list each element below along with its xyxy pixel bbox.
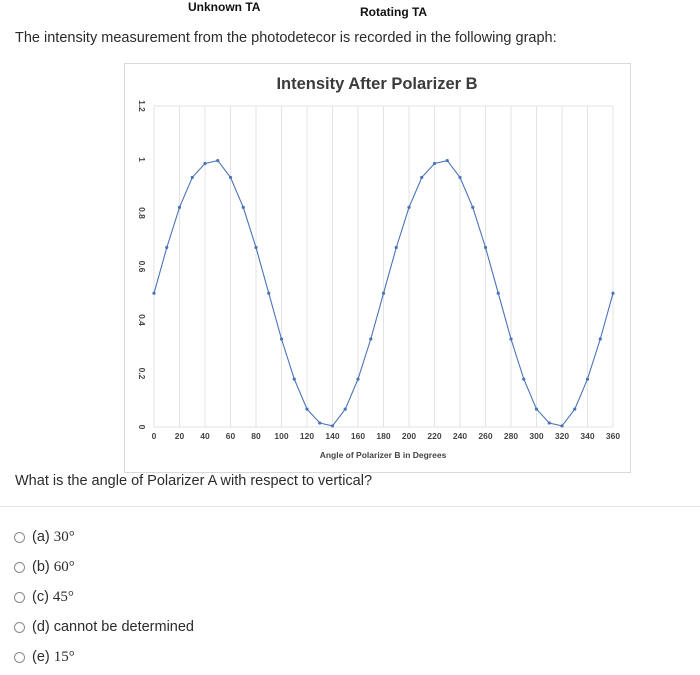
data-point	[279, 337, 284, 341]
y-tick-label: 0	[137, 425, 147, 430]
option-b[interactable]: (b) 60°	[14, 557, 75, 577]
option-letter: (b)	[32, 559, 50, 575]
data-point	[292, 377, 296, 381]
data-point	[522, 377, 526, 381]
x-tick-label: 120	[300, 431, 314, 441]
option-d[interactable]: (d) cannot be determined	[14, 617, 194, 637]
x-tick-label: 200	[402, 431, 416, 441]
y-tick-label: 0.4	[137, 314, 147, 326]
data-point	[318, 421, 322, 425]
data-point	[216, 158, 220, 163]
x-tick-label: 160	[351, 431, 365, 441]
x-tick-label: 340	[580, 431, 594, 441]
series-layer	[152, 158, 615, 428]
x-tick-label: 220	[427, 431, 441, 441]
radio-icon[interactable]	[14, 651, 25, 663]
data-point	[165, 245, 169, 250]
y-tick-label: 1	[137, 157, 147, 162]
data-point	[241, 205, 245, 209]
data-point	[483, 245, 488, 250]
data-point	[445, 158, 449, 163]
data-point	[496, 291, 500, 295]
data-point	[407, 205, 411, 209]
data-point	[381, 291, 386, 295]
data-point	[573, 407, 577, 411]
data-point	[356, 377, 360, 381]
option-value: 30°	[53, 528, 75, 545]
unknown-ta-label: Unknown TA	[188, 0, 261, 14]
x-axis-label: Angle of Polarizer B in Degrees	[320, 450, 447, 460]
x-tick-label: 100	[274, 431, 288, 441]
x-tick-label: 20	[175, 431, 185, 441]
data-point	[203, 161, 207, 166]
x-tick-label: 320	[555, 431, 569, 441]
x-tick-label: 0	[152, 431, 157, 441]
data-point	[547, 421, 551, 425]
data-point	[458, 175, 462, 180]
x-tick-label: 140	[325, 431, 339, 441]
data-point	[611, 291, 615, 295]
data-point	[305, 407, 309, 411]
x-tick-label: 360	[606, 431, 620, 441]
radio-icon[interactable]	[14, 591, 25, 603]
divider	[0, 506, 700, 507]
question-text: What is the angle of Polarizer A with re…	[15, 473, 373, 489]
option-e[interactable]: (e) 15°	[14, 647, 75, 667]
x-tick-label: 60	[226, 431, 236, 441]
data-point	[471, 205, 475, 209]
option-value: 15°	[53, 648, 75, 665]
x-tick-label: 280	[504, 431, 518, 441]
option-a[interactable]: (a) 30°	[14, 527, 75, 547]
data-point	[254, 245, 258, 250]
y-tick-label: 1.2	[137, 100, 147, 112]
data-point	[152, 291, 156, 295]
intro-text: The intensity measurement from the photo…	[15, 30, 557, 46]
y-tick-label: 0.6	[137, 261, 147, 273]
option-letter: (a)	[32, 529, 50, 545]
intensity-chart: Intensity After Polarizer B 0 20 40 60 80 100…	[124, 63, 631, 473]
radio-icon[interactable]	[14, 561, 25, 573]
chart-title: Intensity After Polarizer B	[276, 75, 477, 93]
data-point	[369, 337, 373, 341]
data-point	[598, 337, 602, 341]
option-value: 45°	[52, 588, 74, 605]
x-tick-label: 40	[200, 431, 210, 441]
data-point	[585, 377, 590, 381]
radio-icon[interactable]	[14, 531, 25, 543]
x-tick-label: 260	[478, 431, 492, 441]
x-tick-label: 180	[376, 431, 390, 441]
axis-layer: 0 20 40 60 80 100 120 140 160 180 200 220 240 260 280 3…	[137, 100, 620, 441]
y-tick-label: 0.8	[137, 207, 147, 219]
radio-icon[interactable]	[14, 621, 25, 633]
data-point	[330, 424, 335, 428]
option-letter: (c)	[32, 589, 49, 605]
data-point	[394, 245, 398, 250]
grid-layer	[153, 105, 614, 428]
option-c[interactable]: (c) 45°	[14, 587, 74, 607]
y-tick-label: 0.2	[137, 368, 147, 380]
rotating-ta-label: Rotating TA	[360, 5, 428, 19]
x-tick-label: 300	[529, 431, 543, 441]
chart-svg: Intensity After Polarizer B 0 20 40 60 80 100…	[137, 75, 620, 460]
data-point	[420, 175, 424, 180]
data-point	[267, 291, 271, 295]
data-point	[560, 424, 564, 428]
x-tick-label: 240	[453, 431, 467, 441]
data-point	[177, 205, 182, 209]
data-point	[190, 175, 194, 180]
data-point	[343, 407, 347, 411]
option-letter: (e)	[32, 649, 50, 665]
option-value: 60°	[53, 558, 75, 575]
data-point	[228, 175, 233, 180]
data-point	[534, 407, 539, 411]
option-letter: (d)	[32, 619, 50, 635]
data-point	[432, 161, 437, 166]
option-value: cannot be determined	[53, 619, 194, 635]
data-point	[509, 337, 513, 341]
x-tick-label: 80	[251, 431, 261, 441]
